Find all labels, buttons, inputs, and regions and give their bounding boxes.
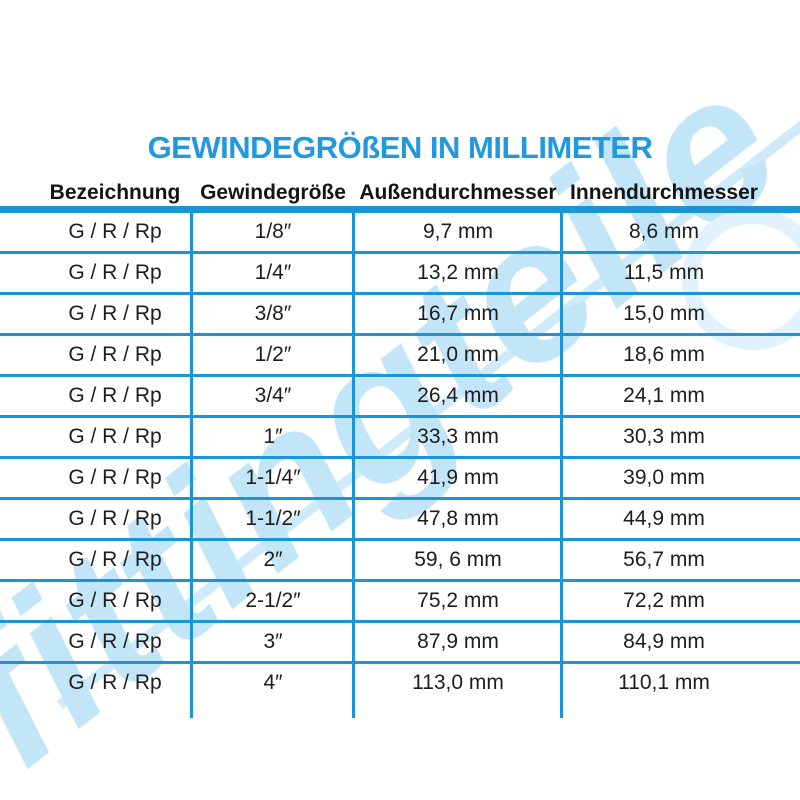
cell-innendurchmesser: 30,3 mm [623, 425, 705, 448]
table-row: G / R / Rp 1″ 33,3 mm 30,3 mm [0, 418, 800, 459]
table-body: G / R / Rp 1/8″ 9,7 mm 8,6 mm G / R / Rp 1/4″… [0, 213, 800, 702]
cell-bezeichnung: G / R / Rp [68, 302, 162, 325]
cell-innendurchmesser: 39,0 mm [623, 466, 705, 489]
cell-aussendurchmesser: 113,0 mm [412, 671, 504, 694]
cell-innendurchmesser: 18,6 mm [623, 343, 705, 366]
cell-gewindegroesse: 2-1/2″ [245, 589, 301, 612]
table-row: G / R / Rp 3″ 87,9 mm 84,9 mm [0, 623, 800, 664]
table-row: G / R / Rp 1/8″ 9,7 mm 8,6 mm [0, 213, 800, 254]
cell-bezeichnung: G / R / Rp [68, 507, 162, 530]
table-row: G / R / Rp 1-1/4″ 41,9 mm 39,0 mm [0, 459, 800, 500]
cell-aussendurchmesser: 33,3 mm [417, 425, 499, 448]
cell-bezeichnung: G / R / Rp [68, 466, 162, 489]
table-row: G / R / Rp 2-1/2″ 75,2 mm 72,2 mm [0, 582, 800, 623]
cell-innendurchmesser: 11,5 mm [623, 261, 705, 284]
cell-aussendurchmesser: 9,7 mm [422, 220, 493, 243]
cell-innendurchmesser: 72,2 mm [623, 589, 705, 612]
cell-gewindegroesse: 1/4″ [254, 261, 292, 284]
cell-gewindegroesse: 1/8″ [254, 220, 292, 243]
cell-innendurchmesser: 8,6 mm [628, 220, 699, 243]
page-title: GEWINDEGRÖßEN IN MILLIMETER [147, 130, 653, 165]
cell-gewindegroesse: 1-1/2″ [245, 507, 301, 530]
table-row: G / R / Rp 1/4″ 13,2 mm 11,5 mm [0, 254, 800, 295]
cell-aussendurchmesser: 41,9 mm [417, 466, 499, 489]
cell-innendurchmesser: 110,1 mm [618, 671, 710, 694]
column-divider-3 [560, 206, 563, 718]
column-divider-2 [352, 206, 355, 718]
cell-aussendurchmesser: 21,0 mm [417, 343, 499, 366]
header-cell-aussendurchmesser: Außendurchmesser [359, 181, 557, 204]
cell-aussendurchmesser: 75,2 mm [417, 589, 499, 612]
cell-aussendurchmesser: 26,4 mm [417, 384, 499, 407]
table-row: G / R / Rp 2″ 59, 6 mm 56,7 mm [0, 541, 800, 582]
header-cell-bezeichnung: Bezeichnung [49, 181, 181, 204]
table-header-row: Bezeichnung Gewindegröße Außendurchmesse… [0, 180, 800, 206]
cell-bezeichnung: G / R / Rp [68, 220, 162, 243]
cell-innendurchmesser: 44,9 mm [623, 507, 705, 530]
cell-bezeichnung: G / R / Rp [68, 384, 162, 407]
cell-bezeichnung: G / R / Rp [68, 343, 162, 366]
cell-gewindegroesse: 1/2″ [254, 343, 292, 366]
cell-innendurchmesser: 24,1 mm [623, 384, 705, 407]
cell-bezeichnung: G / R / Rp [68, 630, 162, 653]
cell-bezeichnung: G / R / Rp [68, 261, 162, 284]
table-row: G / R / Rp 1-1/2″ 47,8 mm 44,9 mm [0, 500, 800, 541]
cell-gewindegroesse: 1″ [263, 425, 283, 448]
cell-gewindegroesse: 1-1/4″ [245, 466, 301, 489]
cell-gewindegroesse: 3/8″ [254, 302, 292, 325]
cell-aussendurchmesser: 16,7 mm [417, 302, 499, 325]
table-row: G / R / Rp 3/4″ 26,4 mm 24,1 mm [0, 377, 800, 418]
cell-innendurchmesser: 56,7 mm [623, 548, 705, 571]
cell-aussendurchmesser: 59, 6 mm [414, 548, 502, 571]
column-divider-1 [190, 206, 193, 718]
cell-aussendurchmesser: 47,8 mm [417, 507, 499, 530]
cell-gewindegroesse: 3/4″ [254, 384, 292, 407]
cell-gewindegroesse: 2″ [263, 548, 283, 571]
cell-aussendurchmesser: 87,9 mm [417, 630, 499, 653]
thread-size-table: Bezeichnung Gewindegröße Außendurchmesse… [0, 180, 800, 718]
cell-aussendurchmesser: 13,2 mm [417, 261, 499, 284]
cell-bezeichnung: G / R / Rp [68, 671, 162, 694]
cell-innendurchmesser: 84,9 mm [623, 630, 705, 653]
cell-innendurchmesser: 15,0 mm [623, 302, 705, 325]
table-row: G / R / Rp 4″ 113,0 mm 110,1 mm [0, 664, 800, 702]
cell-bezeichnung: G / R / Rp [68, 425, 162, 448]
cell-bezeichnung: G / R / Rp [68, 548, 162, 571]
header-cell-gewindegroesse: Gewindegröße [200, 181, 346, 204]
cell-gewindegroesse: 3″ [263, 630, 283, 653]
table-row: G / R / Rp 3/8″ 16,7 mm 15,0 mm [0, 295, 800, 336]
cell-bezeichnung: G / R / Rp [68, 589, 162, 612]
header-divider-line [0, 206, 800, 213]
cell-gewindegroesse: 4″ [263, 671, 283, 694]
header-cell-innendurchmesser: Innendurchmesser [570, 181, 758, 204]
table-row: G / R / Rp 1/2″ 21,0 mm 18,6 mm [0, 336, 800, 377]
